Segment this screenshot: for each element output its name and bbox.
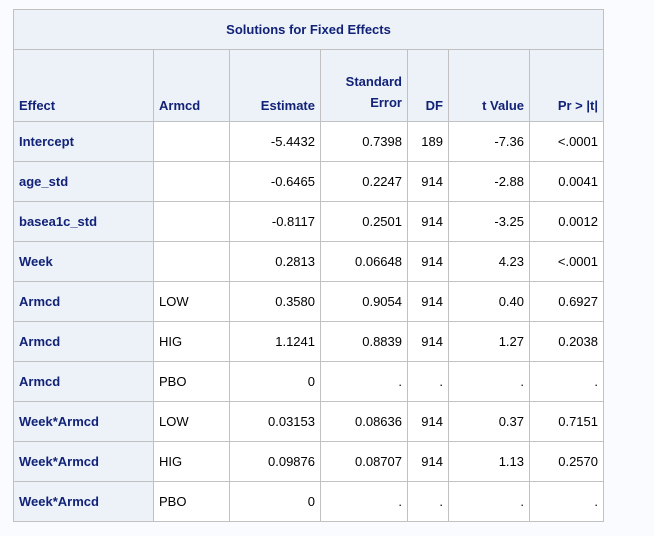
cell-armcd [153,121,230,162]
cell-estimate: -0.6465 [229,161,321,202]
header-standard-error-line1: Standard [345,74,402,89]
cell-armcd: LOW [153,401,230,442]
cell-t-value: 1.27 [448,321,530,362]
cell-df: 914 [407,401,449,442]
cell-standard-error: 0.06648 [320,241,408,282]
cell-estimate: 0 [229,361,321,402]
cell-standard-error: 0.2501 [320,201,408,242]
cell-df: 189 [407,121,449,162]
cell-effect: Week*Armcd [13,441,154,482]
cell-df: 914 [407,201,449,242]
table-row: Armcd LOW 0.3580 0.9054 914 0.40 0.6927 [13,281,604,322]
cell-armcd: LOW [153,281,230,322]
cell-estimate: 0.2813 [229,241,321,282]
cell-estimate: 0.03153 [229,401,321,442]
cell-effect: Armcd [13,321,154,362]
cell-armcd [153,201,230,242]
cell-standard-error: 0.08636 [320,401,408,442]
header-standard-error: Standard Error [320,49,408,122]
cell-standard-error: 0.9054 [320,281,408,322]
cell-t-value: -2.88 [448,161,530,202]
cell-df: . [407,481,449,522]
cell-p-value: 0.2570 [529,441,604,482]
table-row: Armcd HIG 1.1241 0.8839 914 1.27 0.2038 [13,321,604,362]
cell-effect: basea1c_std [13,201,154,242]
cell-p-value: 0.7151 [529,401,604,442]
header-df: DF [407,49,449,122]
fixed-effects-table-container: Solutions for Fixed Effects Effect Armcd… [13,9,604,522]
cell-standard-error: 0.08707 [320,441,408,482]
cell-standard-error: . [320,361,408,402]
header-standard-error-line2: Error [370,95,402,110]
cell-estimate: 0.3580 [229,281,321,322]
table-row: Week*Armcd LOW 0.03153 0.08636 914 0.37 … [13,401,604,442]
cell-df: 914 [407,241,449,282]
header-t-value: t Value [448,49,530,122]
cell-armcd: HIG [153,441,230,482]
table-row: Intercept -5.4432 0.7398 189 -7.36 <.000… [13,121,604,162]
table-row: Armcd PBO 0 . . . . [13,361,604,402]
cell-t-value: -3.25 [448,201,530,242]
table-row: Week*Armcd PBO 0 . . . . [13,481,604,522]
cell-t-value: 0.37 [448,401,530,442]
cell-armcd: PBO [153,481,230,522]
cell-effect: Armcd [13,361,154,402]
cell-estimate: -0.8117 [229,201,321,242]
cell-t-value: 4.23 [448,241,530,282]
cell-df: . [407,361,449,402]
table-row: Week*Armcd HIG 0.09876 0.08707 914 1.13 … [13,441,604,482]
cell-p-value: . [529,481,604,522]
cell-effect: age_std [13,161,154,202]
table-row: Week 0.2813 0.06648 914 4.23 <.0001 [13,241,604,282]
cell-armcd [153,161,230,202]
cell-standard-error: 0.7398 [320,121,408,162]
cell-standard-error: . [320,481,408,522]
cell-t-value: . [448,361,530,402]
cell-effect: Armcd [13,281,154,322]
cell-standard-error: 0.8839 [320,321,408,362]
cell-df: 914 [407,321,449,362]
cell-t-value: . [448,481,530,522]
header-effect: Effect [13,49,154,122]
header-p-value: Pr > |t| [529,49,604,122]
cell-p-value: 0.0012 [529,201,604,242]
cell-effect: Intercept [13,121,154,162]
cell-estimate: 0.09876 [229,441,321,482]
cell-effect: Week [13,241,154,282]
cell-effect: Week*Armcd [13,401,154,442]
cell-p-value: 0.0041 [529,161,604,202]
cell-estimate: -5.4432 [229,121,321,162]
table-title: Solutions for Fixed Effects [13,9,604,50]
cell-armcd: PBO [153,361,230,402]
header-estimate: Estimate [229,49,321,122]
cell-estimate: 0 [229,481,321,522]
cell-t-value: -7.36 [448,121,530,162]
cell-p-value: . [529,361,604,402]
cell-estimate: 1.1241 [229,321,321,362]
cell-t-value: 1.13 [448,441,530,482]
cell-armcd: HIG [153,321,230,362]
table-body: Intercept -5.4432 0.7398 189 -7.36 <.000… [13,121,604,522]
cell-effect: Week*Armcd [13,481,154,522]
cell-df: 914 [407,161,449,202]
cell-armcd [153,241,230,282]
fixed-effects-table: Solutions for Fixed Effects Effect Armcd… [13,9,604,522]
cell-p-value: 0.6927 [529,281,604,322]
cell-t-value: 0.40 [448,281,530,322]
cell-df: 914 [407,281,449,322]
cell-standard-error: 0.2247 [320,161,408,202]
table-row: age_std -0.6465 0.2247 914 -2.88 0.0041 [13,161,604,202]
cell-p-value: <.0001 [529,121,604,162]
cell-df: 914 [407,441,449,482]
cell-p-value: <.0001 [529,241,604,282]
table-row: basea1c_std -0.8117 0.2501 914 -3.25 0.0… [13,201,604,242]
header-armcd: Armcd [153,49,230,122]
cell-p-value: 0.2038 [529,321,604,362]
